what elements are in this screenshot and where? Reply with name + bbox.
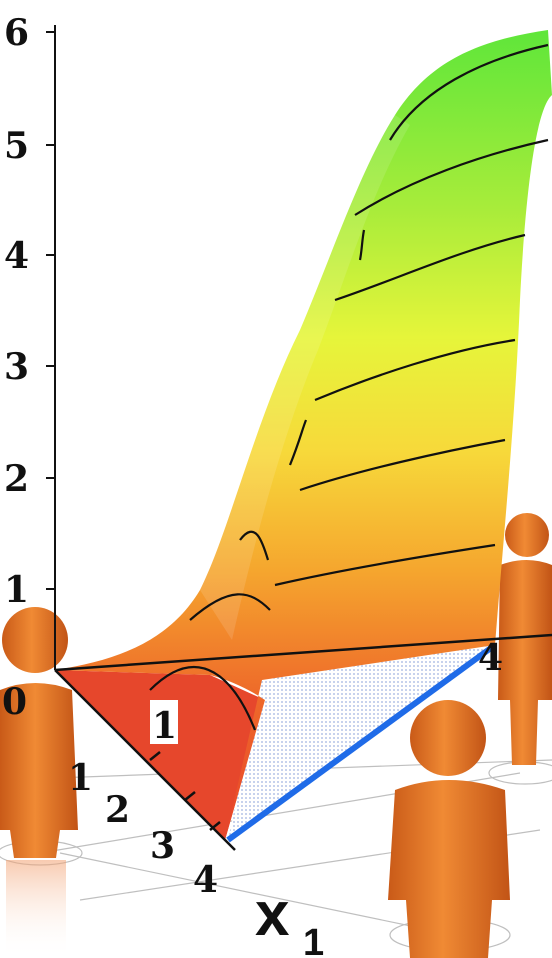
z-tick-label: 2 [4,458,29,500]
person-figure-front [388,700,510,958]
x1-tick-label: 1 [68,757,93,799]
base-axes [54,633,552,851]
x1-axis-label: x [255,880,290,949]
z-tick-label: 5 [4,125,29,167]
contour-lines [149,43,549,731]
z-tick-label: 1 [4,569,29,611]
z-tick-label: 0 [2,681,27,723]
person-figure-right-far [498,513,552,765]
x2-tick-label: 1 [152,705,177,747]
base-triangle [55,670,265,840]
surface-shade [200,115,410,640]
constraint-line [226,642,497,843]
x1-tick-label: 3 [150,825,175,867]
z-axis [46,25,56,670]
x1-tick-label: 4 [193,859,218,901]
surface [55,30,552,840]
x1-tick-label: 2 [105,789,130,831]
tick-label-bg [150,700,178,744]
x2-tick-label: 4 [478,637,503,679]
z-tick-label: 3 [4,346,29,388]
z-tick-label: 6 [4,12,29,54]
person-figure-left [0,607,78,958]
x1-axis-label-subscript: 1 [303,922,324,958]
z-tick-label: 4 [4,235,29,277]
